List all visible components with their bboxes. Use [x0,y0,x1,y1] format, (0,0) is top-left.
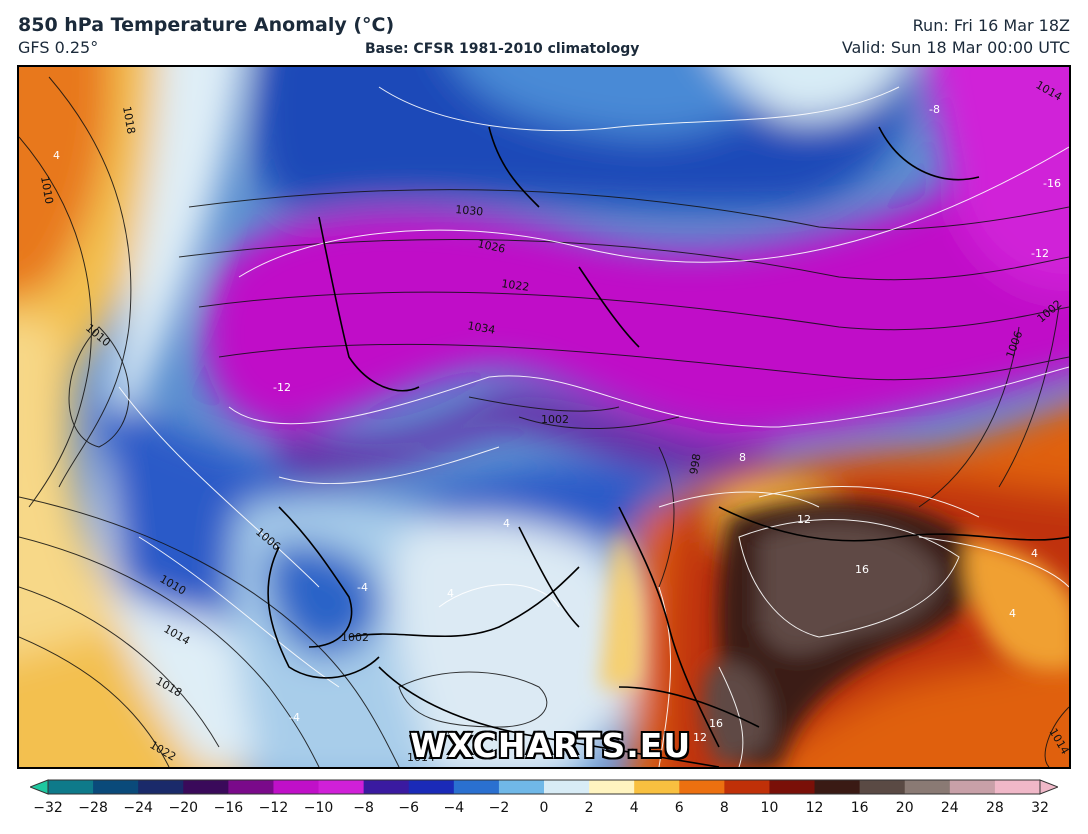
colorbar-tick-label: −6 [398,800,420,816]
valid-time-label: Valid: Sun 18 Mar 00:00 UTC [841,38,1070,57]
anomaly-label: -16 [1043,177,1061,190]
colorbar-svg [28,779,1060,795]
colorbar-segment [363,780,410,794]
colorbar-segment [544,780,590,794]
colorbar-segment [994,780,1041,794]
anomaly-label: -8 [929,103,940,116]
colorbar-segment [48,780,94,794]
colorbar-tick-label: −32 [33,800,63,816]
model-label: GFS 0.25° [18,38,99,57]
colorbar-segment [498,780,545,794]
colorbar-tick-label: 24 [940,800,959,816]
colorbar-segment [949,780,996,794]
colorbar-segment [408,780,455,794]
anomaly-label: 4 [503,517,510,530]
colorbar-tick-label: 0 [539,800,549,816]
colorbar-segment [228,780,274,794]
anomaly-label: -12 [1031,247,1049,260]
colorbar [28,777,1060,797]
run-time-label: Run: Fri 16 Mar 18Z [912,16,1070,35]
colorbar-tick-label: 16 [850,800,869,816]
colorbar-tick-label: 6 [674,800,684,816]
isobar-label: 1030 [455,203,484,218]
colorbar-tick-label: 4 [629,800,639,816]
colorbar-segment [138,780,184,794]
colorbar-tick-label: 28 [985,800,1004,816]
anomaly-label: 16 [855,563,869,576]
colorbar-tick-label: −10 [303,800,334,816]
colorbar-tick-label: −2 [488,800,510,816]
colorbar-segment [769,780,816,794]
colorbar-frame [47,779,1041,795]
colorbar-tick-label: 12 [805,800,824,816]
isobar-label: 1034 [466,319,496,337]
colorbar-segment [814,780,861,794]
colorbar-tick-label: −20 [168,800,199,816]
colorbar-tick-label: −16 [213,800,244,816]
anomaly-label: -4 [357,581,368,594]
colorbar-tick-label: −8 [353,800,374,816]
anomaly-label: 16 [709,717,723,730]
colorbar-tick-label: −4 [443,800,465,816]
colorbar-segment [634,780,680,794]
colorbar-segment [318,780,365,794]
anomaly-label: 12 [693,731,707,744]
colorbar-segment [859,780,906,794]
colorbar-segment [453,780,500,794]
isobar-label: 1022 [501,277,531,294]
map-canvas: 1018 1010 1010 1030 1026 1022 1034 1002 … [19,67,1069,767]
isobar-label: 1002 [541,413,569,426]
chart-title: 850 hPa Temperature Anomaly (°C) [18,14,395,36]
isobar-label: 1010 [38,175,56,205]
watermark-logo: WXCHARTS.EU [410,726,692,765]
colorbar-tick-label: 20 [895,800,914,816]
anomaly-label: 8 [739,451,746,464]
colorbar-max-extend [1039,779,1060,795]
colorbar-tick-labels: −32 −28 −24 −20 −16 −12 −10 −8 −6 −4 −2 0 2 4 6 8 10 12 16… [0,798,1088,822]
colorbar-tick-label: −12 [258,800,289,816]
anomaly-map: 1018 1010 1010 1030 1026 1022 1034 1002 … [17,65,1071,769]
colorbar-segment [589,780,635,794]
anomaly-label: -4 [289,711,300,724]
anomaly-label: 4 [1031,547,1038,560]
colorbar-tick-label: −24 [123,800,153,816]
isobar-label: 998 [687,453,703,476]
colorbar-tick-label: −28 [78,800,108,816]
colorbar-tick-label: 8 [719,800,729,816]
anomaly-label: 4 [1009,607,1016,620]
colorbar-tick-label: 32 [1031,800,1049,816]
colorbar-tick-label: 2 [584,800,594,816]
isobar-label: 1026 [476,237,506,256]
colorbar-min-extend [28,779,49,795]
isobar-label: 1018 [120,105,138,135]
colorbar-segment [679,780,725,794]
anomaly-label: 4 [447,587,454,600]
colorbar-segment [724,780,770,794]
isobar-label: 1014 [407,751,435,764]
colorbar-segment [93,780,139,794]
colorbar-segment [273,780,320,794]
climatology-base-label: Base: CFSR 1981-2010 climatology [365,41,640,57]
colorbar-segment [183,780,229,794]
isobar-label: 1002 [341,631,369,644]
anomaly-label: 4 [53,149,60,162]
anomaly-label: 12 [797,513,811,526]
colorbar-tick-label: 10 [760,800,779,816]
colorbar-segment [904,780,951,794]
anomaly-label: -12 [273,381,291,394]
